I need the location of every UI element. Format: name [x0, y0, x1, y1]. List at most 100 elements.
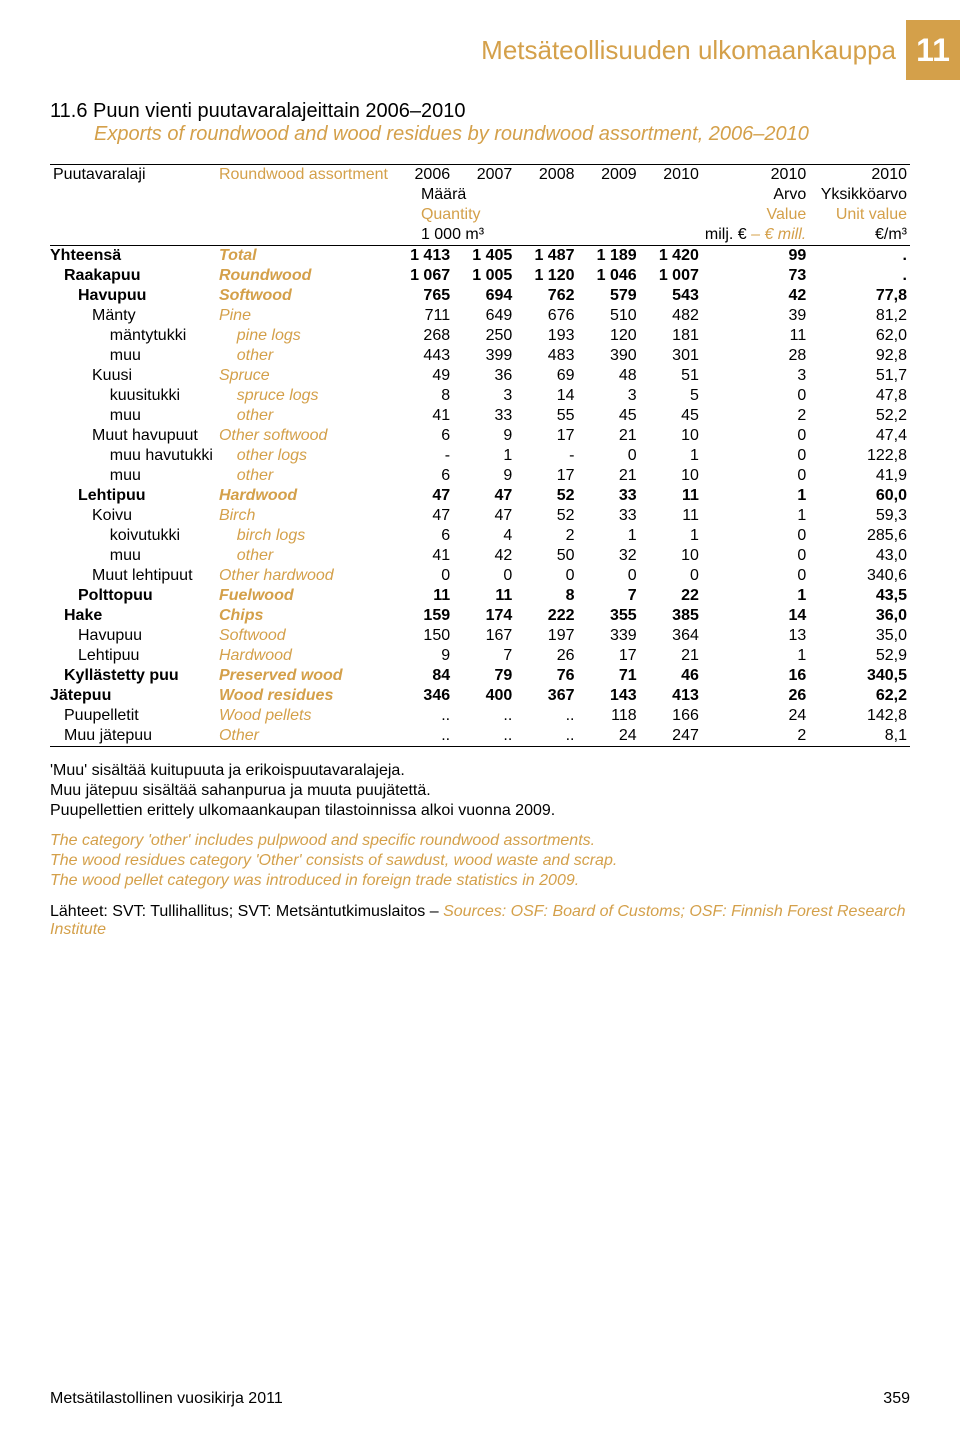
row-label-en: Other softwood — [216, 426, 391, 446]
footnotes: 'Muu' sisältää kuitupuuta ja erikoispuut… — [50, 761, 910, 891]
row-label-fi: kuusitukki — [50, 386, 216, 406]
cell: 346 — [391, 686, 453, 706]
note-fi-1: 'Muu' sisältää kuitupuuta ja erikoispuut… — [50, 761, 910, 781]
table-row: koivutukki birch logs642110285,6 — [50, 526, 910, 546]
cell: 21 — [578, 426, 640, 446]
cell: 1 005 — [453, 266, 515, 286]
title-fi: 11.6 Puun vienti puutavaralajeittain 200… — [50, 100, 910, 123]
cell: 62,2 — [809, 686, 910, 706]
cell: 390 — [578, 346, 640, 366]
row-label-en: pine logs — [216, 326, 391, 346]
cell: 1 — [640, 446, 702, 466]
cell: 39 — [702, 306, 809, 326]
cell: 17 — [578, 646, 640, 666]
cell: 14 — [515, 386, 577, 406]
cell: 47,8 — [809, 386, 910, 406]
cell: 3 — [453, 386, 515, 406]
cell: .. — [391, 726, 453, 747]
row-label-en: Roundwood — [216, 266, 391, 286]
cell: 52,2 — [809, 406, 910, 426]
cell: 543 — [640, 286, 702, 306]
row-label-en: Other hardwood — [216, 566, 391, 586]
row-label-en: other — [216, 546, 391, 566]
cell: 1 487 — [515, 246, 577, 267]
cell: 24 — [702, 706, 809, 726]
row-label-fi: Jätepuu — [50, 686, 216, 706]
cell: 11 — [702, 326, 809, 346]
page-content: 11.6 Puun vienti puutavaralajeittain 200… — [0, 0, 960, 939]
cell: 47 — [391, 486, 453, 506]
cell: 73 — [702, 266, 809, 286]
cell: 47,4 — [809, 426, 910, 446]
note-en-1: The category 'other' includes pulpwood a… — [50, 831, 910, 851]
row-label-en: Birch — [216, 506, 391, 526]
hdr-unitvalue: Unit value — [809, 205, 910, 225]
header-row-1: Puutavaralaji Roundwood assortment 2006 … — [50, 165, 910, 186]
cell: 166 — [640, 706, 702, 726]
cell: 51 — [640, 366, 702, 386]
cell: 36 — [453, 366, 515, 386]
cell: 0 — [702, 526, 809, 546]
table-row: LehtipuuHardwood97261721152,9 — [50, 646, 910, 666]
cell: 9 — [453, 426, 515, 446]
cell: 150 — [391, 626, 453, 646]
cell: 21 — [578, 466, 640, 486]
cell: 250 — [453, 326, 515, 346]
sources: Lähteet: SVT: Tullihallitus; SVT: Metsän… — [50, 903, 910, 939]
cell: 9 — [391, 646, 453, 666]
cell: 26 — [515, 646, 577, 666]
cell: 0 — [702, 426, 809, 446]
cell: 1 420 — [640, 246, 702, 267]
cell: 33 — [578, 486, 640, 506]
row-label-en: other — [216, 346, 391, 366]
row-label-en: Wood residues — [216, 686, 391, 706]
row-label-fi: mäntytukki — [50, 326, 216, 346]
cell: 48 — [578, 366, 640, 386]
table-row: muu other4133554545252,2 — [50, 406, 910, 426]
row-label-fi: Muut havupuut — [50, 426, 216, 446]
cell: 0 — [578, 566, 640, 586]
cell: - — [391, 446, 453, 466]
table-row: YhteensäTotal1 4131 4051 4871 1891 42099… — [50, 246, 910, 267]
row-label-en: other — [216, 466, 391, 486]
cell: 36,0 — [809, 606, 910, 626]
cell: 649 — [453, 306, 515, 326]
cell: 285,6 — [809, 526, 910, 546]
row-label-en: Chips — [216, 606, 391, 626]
row-label-en: birch logs — [216, 526, 391, 546]
note-fi-2: Muu jätepuu sisältää sahanpurua ja muuta… — [50, 781, 910, 801]
row-label-en: spruce logs — [216, 386, 391, 406]
cell: 399 — [453, 346, 515, 366]
page-header: Metsäteollisuuden ulkomaankauppa 11 — [481, 20, 960, 80]
cell: 443 — [391, 346, 453, 366]
table-row: PolttopuuFuelwood11118722143,5 — [50, 586, 910, 606]
cell: 1 — [640, 526, 702, 546]
cell: .. — [515, 706, 577, 726]
row-label-en: Other — [216, 726, 391, 747]
table-row: HavupuuSoftwood7656947625795434277,8 — [50, 286, 910, 306]
data-table: Puutavaralaji Roundwood assortment 2006 … — [50, 164, 910, 747]
row-label-fi: muu — [50, 466, 216, 486]
cell: 46 — [640, 666, 702, 686]
table-row: HakeChips1591742223553851436,0 — [50, 606, 910, 626]
cell: 33 — [453, 406, 515, 426]
cell: 41 — [391, 546, 453, 566]
cell: 21 — [640, 646, 702, 666]
col-2007: 2007 — [453, 165, 515, 186]
cell: 676 — [515, 306, 577, 326]
cell: 197 — [515, 626, 577, 646]
cell: 32 — [578, 546, 640, 566]
row-label-fi: koivutukki — [50, 526, 216, 546]
cell: 69 — [515, 366, 577, 386]
cell: 77,8 — [809, 286, 910, 306]
table-row: HavupuuSoftwood1501671973393641335,0 — [50, 626, 910, 646]
cell: 364 — [640, 626, 702, 646]
cell: 9 — [453, 466, 515, 486]
col-2010a: 2010 — [640, 165, 702, 186]
cell: 84 — [391, 666, 453, 686]
cell: 11 — [453, 586, 515, 606]
cell: 47 — [453, 506, 515, 526]
cell: 0 — [453, 566, 515, 586]
cell: 8,1 — [809, 726, 910, 747]
cell: 92,8 — [809, 346, 910, 366]
